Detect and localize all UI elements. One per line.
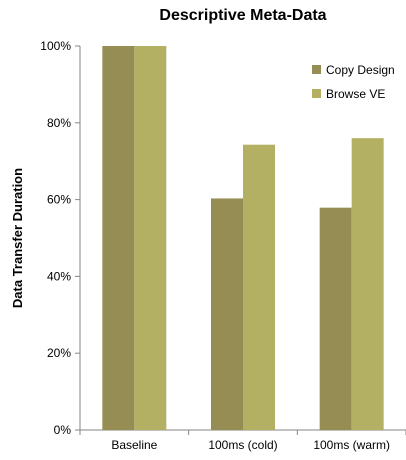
chart-title: Descriptive Meta-Data bbox=[159, 7, 326, 24]
legend: Copy Design Browse VE bbox=[312, 63, 395, 101]
legend-swatch bbox=[312, 65, 321, 74]
legend-label: Browse VE bbox=[326, 87, 385, 101]
y-tick-label: 0% bbox=[54, 423, 72, 437]
y-tick-label: 20% bbox=[47, 346, 71, 360]
legend-swatch bbox=[312, 89, 321, 98]
bar bbox=[319, 207, 352, 430]
y-tick-label: 80% bbox=[47, 116, 71, 130]
x-tick-label: 100ms (warm) bbox=[313, 438, 390, 452]
x-tick-label: 100ms (cold) bbox=[208, 438, 277, 452]
bar bbox=[351, 138, 384, 430]
bar bbox=[134, 46, 167, 430]
bar bbox=[211, 198, 243, 430]
bar bbox=[243, 144, 275, 431]
y-tick-label: 60% bbox=[47, 193, 71, 207]
y-tick-label: 40% bbox=[47, 269, 71, 283]
y-axis-label: Data Transfer Duration bbox=[10, 168, 25, 308]
y-tick-label: 100% bbox=[40, 39, 71, 53]
x-tick-label: Baseline bbox=[111, 438, 157, 452]
plot-area: 0% 20% 40% 60% 80% 100% Baseline 100ms (cold) 10… bbox=[40, 39, 406, 452]
bar bbox=[102, 46, 135, 430]
legend-label: Copy Design bbox=[326, 63, 395, 77]
